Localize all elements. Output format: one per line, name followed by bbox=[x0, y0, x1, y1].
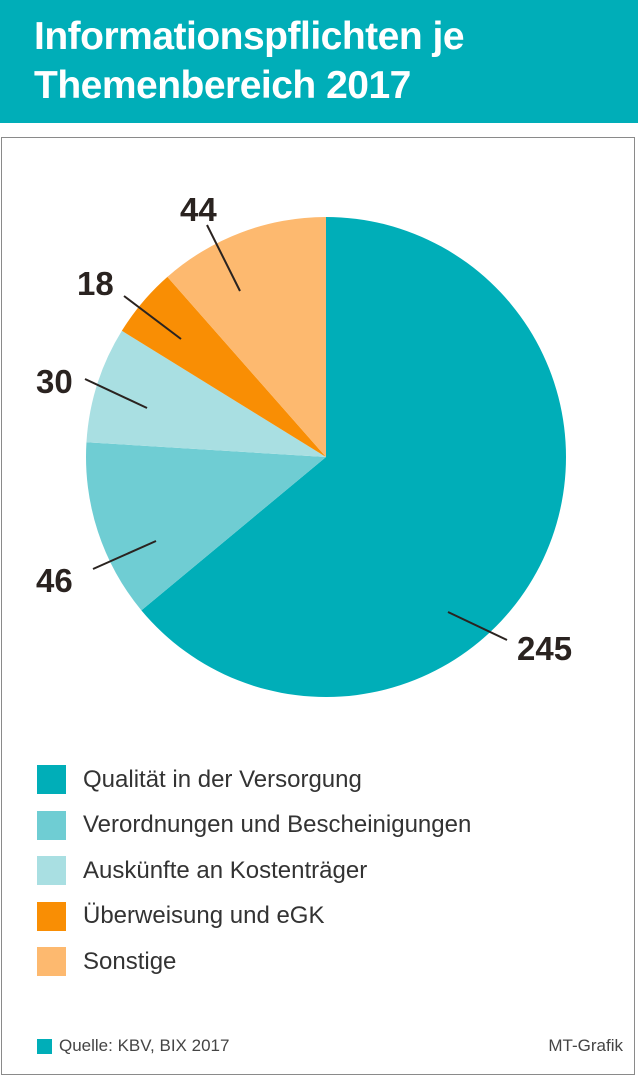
legend-item: Auskünfte an Kostenträger bbox=[37, 848, 471, 894]
legend-swatch bbox=[37, 947, 66, 977]
leader-line bbox=[206, 224, 241, 292]
legend-item: Verordnungen und Bescheinigungen bbox=[37, 803, 471, 849]
value-label: 30 bbox=[36, 363, 73, 400]
legend-swatch bbox=[37, 765, 66, 795]
title-line-2: Themenbereich 2017 bbox=[34, 64, 411, 107]
legend-item: Sonstige bbox=[37, 939, 471, 985]
credit-text: MT-Grafik bbox=[548, 1036, 623, 1055]
legend-item: Überweisung und eGK bbox=[37, 894, 471, 940]
label-leader-lines bbox=[84, 224, 508, 641]
legend-label: Sonstige bbox=[83, 947, 177, 975]
value-labels: 245 46 30 18 44 bbox=[36, 191, 572, 667]
header-banner: Informationspflichten je Themenbereich 2… bbox=[0, 0, 638, 123]
value-label: 18 bbox=[77, 265, 114, 302]
legend-swatch bbox=[37, 856, 66, 886]
legend-label: Auskünfte an Kostenträger bbox=[83, 856, 368, 884]
legend-label: Qualität in der Versorgung bbox=[83, 765, 362, 793]
legend-swatch bbox=[37, 810, 66, 840]
source-text: Quelle: KBV, BIX 2017 bbox=[59, 1036, 230, 1055]
legend-label: Verordnungen und Bescheinigungen bbox=[83, 811, 472, 839]
legend-label: Überweisung und eGK bbox=[83, 902, 325, 930]
pie-slice bbox=[86, 330, 326, 457]
chart-title: Informationspflichten je Themenbereich 2… bbox=[34, 12, 465, 110]
legend-item: Qualität in der Versorgung bbox=[37, 757, 471, 803]
title-line-1: Informationspflichten je bbox=[34, 15, 465, 58]
leader-line bbox=[92, 540, 157, 570]
source-note: Quelle: KBV, BIX 2017 bbox=[37, 1036, 229, 1056]
pie-slices bbox=[86, 217, 566, 697]
leader-line bbox=[447, 611, 508, 641]
legend-swatch bbox=[37, 901, 66, 931]
legend: Qualität in der Versorgung Verordnungen … bbox=[37, 757, 471, 985]
pie-slice bbox=[167, 217, 326, 457]
value-label: 44 bbox=[180, 191, 217, 228]
leader-line bbox=[84, 378, 148, 409]
pie-slice bbox=[86, 442, 326, 611]
pie-slice bbox=[141, 217, 566, 697]
chart-frame bbox=[1, 137, 635, 1075]
source-square-icon bbox=[37, 1038, 52, 1054]
leader-line bbox=[123, 295, 182, 340]
value-label: 245 bbox=[517, 630, 572, 667]
pie-slice bbox=[121, 276, 326, 457]
value-label: 46 bbox=[36, 562, 73, 599]
